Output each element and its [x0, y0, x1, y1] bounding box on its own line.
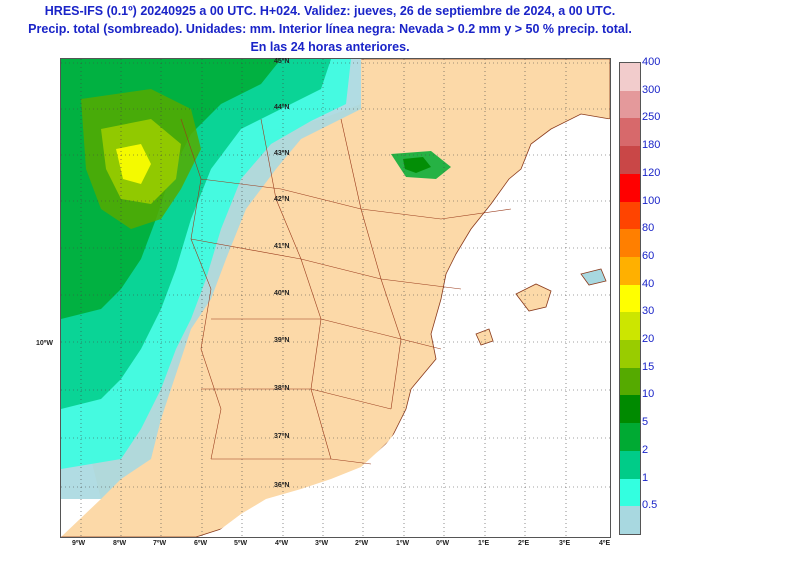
- menorca: [580, 268, 607, 286]
- legend-label: 300: [642, 83, 661, 96]
- legend-swatch: [620, 284, 640, 313]
- lon-label-10w: 10ºW: [36, 340, 53, 347]
- legend-label: 0.5: [642, 499, 658, 512]
- lat-label-38n: 38ºN: [274, 385, 290, 392]
- legend-swatch: [620, 229, 640, 258]
- precipitation-map: [60, 58, 611, 538]
- legend-swatch: [620, 256, 640, 285]
- lon-label-7w: 7ºW: [153, 540, 167, 547]
- legend-swatch: [620, 506, 640, 535]
- legend-swatch: [620, 201, 640, 230]
- map-title: HRES-IFS (0.1º) 20240925 a 00 UTC. H+024…: [44, 4, 616, 18]
- legend-label: 400: [642, 56, 661, 68]
- map-canvas: [61, 59, 610, 537]
- lat-label-39n: 39ºN: [274, 337, 290, 344]
- legend-label: 180: [642, 139, 661, 152]
- legend-label: 60: [642, 249, 655, 262]
- lat-label-37n: 37ºN: [274, 433, 290, 440]
- lat-label-42n: 42ºN: [274, 196, 290, 203]
- mallorca: [515, 283, 552, 312]
- legend-label: 40: [642, 277, 655, 290]
- ibiza: [475, 328, 494, 346]
- lon-label-4e: 4ºE: [599, 540, 611, 547]
- legend-label: 80: [642, 222, 655, 235]
- lat-label-45n: 45ºN: [274, 58, 290, 65]
- legend-swatch: [620, 312, 640, 341]
- legend-label: 2: [642, 443, 649, 456]
- lon-label-6w: 6ºW: [194, 540, 208, 547]
- legend-swatch: [620, 63, 640, 91]
- lon-label-8w: 8ºW: [113, 540, 127, 547]
- legend-label: 5: [642, 416, 649, 429]
- map-subtitle: Precip. total (sombreado). Unidades: mm.…: [28, 22, 632, 36]
- legend-label: 1: [642, 471, 649, 484]
- legend-swatch: [620, 90, 640, 119]
- lon-label-3e: 3ºE: [559, 540, 571, 547]
- precip-40mm-galicia: [116, 144, 151, 184]
- precip-color-legend: [619, 62, 641, 535]
- lon-label-3w: 3ºW: [315, 540, 329, 547]
- legend-swatch: [620, 367, 640, 396]
- lat-label-36n: 36ºN: [274, 482, 290, 489]
- lon-label-4w: 4ºW: [275, 540, 289, 547]
- lon-label-5w: 5ºW: [234, 540, 248, 547]
- lat-label-43n: 43ºN: [274, 150, 290, 157]
- lon-label-0w: 0ºW: [436, 540, 450, 547]
- lon-label-2w: 2ºW: [355, 540, 369, 547]
- legend-swatch: [620, 340, 640, 369]
- province-borders: [180, 118, 512, 465]
- legend-label: 100: [642, 194, 661, 207]
- lon-label-1e: 1ºE: [478, 540, 490, 547]
- legend-swatch: [620, 118, 640, 147]
- legend-label: 10: [642, 388, 655, 401]
- lat-label-40n: 40ºN: [274, 290, 290, 297]
- legend-label: 120: [642, 166, 661, 179]
- legend-label: 20: [642, 333, 655, 346]
- map-period: En las 24 horas anteriores.: [250, 40, 410, 54]
- legend-swatch: [620, 478, 640, 507]
- legend-swatch: [620, 146, 640, 175]
- lon-label-9w: 9ºW: [72, 540, 86, 547]
- legend-swatch: [620, 450, 640, 479]
- mediterranean-sea: [211, 119, 610, 537]
- legend-label: 250: [642, 111, 661, 124]
- legend-swatch: [620, 173, 640, 202]
- legend-label: 15: [642, 360, 655, 373]
- legend-label: 30: [642, 305, 655, 318]
- lon-label-2e: 2ºE: [518, 540, 530, 547]
- lon-label-1w: 1ºW: [396, 540, 410, 547]
- precip-pyrenees-core: [403, 157, 431, 173]
- legend-swatch: [620, 395, 640, 424]
- lat-label-44n: 44ºN: [274, 104, 290, 111]
- lat-label-41n: 41ºN: [274, 243, 290, 250]
- legend-swatch: [620, 423, 640, 452]
